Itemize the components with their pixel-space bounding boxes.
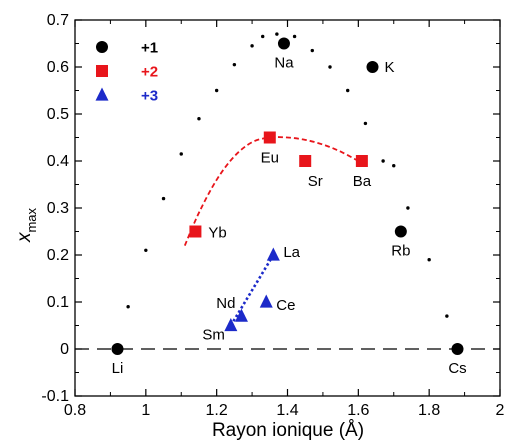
x-axis-title: Rayon ionique (Å)	[212, 420, 364, 441]
envelope-dot	[126, 305, 130, 309]
data-point-nd	[234, 308, 248, 322]
legend: +1 +2 +3	[95, 40, 158, 105]
data-point-eu	[263, 131, 276, 144]
x-tick-label: 1.2	[206, 402, 228, 419]
point-label-na: Na	[274, 55, 294, 72]
svg-text:xmax: xmax	[14, 207, 39, 243]
data-point-rb	[394, 225, 407, 238]
x-tick-label: 2	[496, 402, 505, 419]
data-point-ce	[259, 294, 273, 308]
data-point-yb	[189, 225, 202, 238]
legend-marker	[95, 87, 109, 101]
envelope-dot	[179, 152, 183, 156]
x-tick-label: 1.6	[347, 402, 369, 419]
data-point-cs	[451, 343, 464, 355]
envelope-dot	[197, 117, 201, 121]
legend-label: +2	[141, 64, 158, 81]
envelope-dot	[406, 206, 410, 210]
point-label-li: Li	[112, 360, 124, 377]
x-tick-label: 1.4	[276, 402, 298, 419]
fit-curve-plus2	[183, 136, 359, 246]
envelope-dot	[427, 258, 431, 262]
y-tick-label: 0.1	[47, 294, 69, 311]
envelope-dot	[275, 32, 279, 36]
point-label-ba: Ba	[353, 173, 372, 190]
data-point-k	[366, 61, 379, 73]
envelope-dot	[445, 314, 449, 318]
point-label-yb: Yb	[208, 225, 226, 242]
point-label-eu: Eu	[261, 150, 279, 167]
envelope-dot	[261, 34, 265, 39]
envelope-dot	[214, 88, 219, 93]
envelope-dot	[232, 62, 237, 67]
y-tick-label: 0.5	[47, 106, 69, 123]
y-tick-label: 0.3	[47, 200, 69, 217]
y-axis-title: xmax	[14, 207, 39, 243]
envelope-dot	[161, 196, 166, 201]
x-tick-label: 1.8	[418, 402, 440, 419]
x-tick-label: 0.8	[64, 402, 86, 419]
y-axis-title-main: x	[14, 231, 35, 243]
point-label-sm: Sm	[202, 327, 225, 344]
point-label-k: K	[385, 59, 395, 76]
y-tick-label: 0.2	[47, 247, 69, 264]
point-label-rb: Rb	[391, 243, 410, 260]
y-tick-label: 0.6	[47, 59, 69, 76]
data-point-li	[111, 343, 124, 355]
y-tick-label: -0.1	[41, 388, 69, 405]
envelope-dot	[310, 48, 314, 53]
envelope-dot	[328, 65, 332, 69]
y-tick-label: 0.4	[47, 153, 69, 170]
envelope-dot	[363, 121, 368, 126]
data-point-sr	[299, 155, 312, 167]
y-axis-title-sub: max	[24, 207, 39, 232]
y-tick-label: 0	[60, 341, 69, 358]
point-label-la: La	[283, 244, 300, 261]
data-point-ba	[355, 155, 368, 167]
envelope-dot	[346, 88, 350, 93]
envelope-dot	[292, 34, 297, 39]
y-tick-label: 0.7	[47, 12, 69, 29]
envelope-dot	[381, 159, 385, 163]
x-tick-label: 1	[141, 402, 150, 419]
data-point-sm	[224, 318, 238, 332]
fit-line-plus3	[229, 254, 275, 327]
envelope-dot	[250, 44, 254, 48]
data-point-la	[266, 247, 280, 261]
point-label-cs: Cs	[448, 360, 466, 377]
legend-label: +1	[141, 40, 158, 57]
data-point-na	[277, 37, 290, 50]
legend-marker	[96, 65, 108, 77]
legend-marker	[96, 41, 108, 53]
envelope-dot	[144, 248, 148, 252]
envelope-dot	[392, 164, 396, 168]
point-label-ce: Ce	[276, 297, 295, 314]
plot-frame	[74, 19, 501, 397]
legend-label: +3	[141, 88, 158, 105]
point-label-sr: Sr	[308, 173, 323, 190]
point-label-nd: Nd	[216, 295, 235, 312]
